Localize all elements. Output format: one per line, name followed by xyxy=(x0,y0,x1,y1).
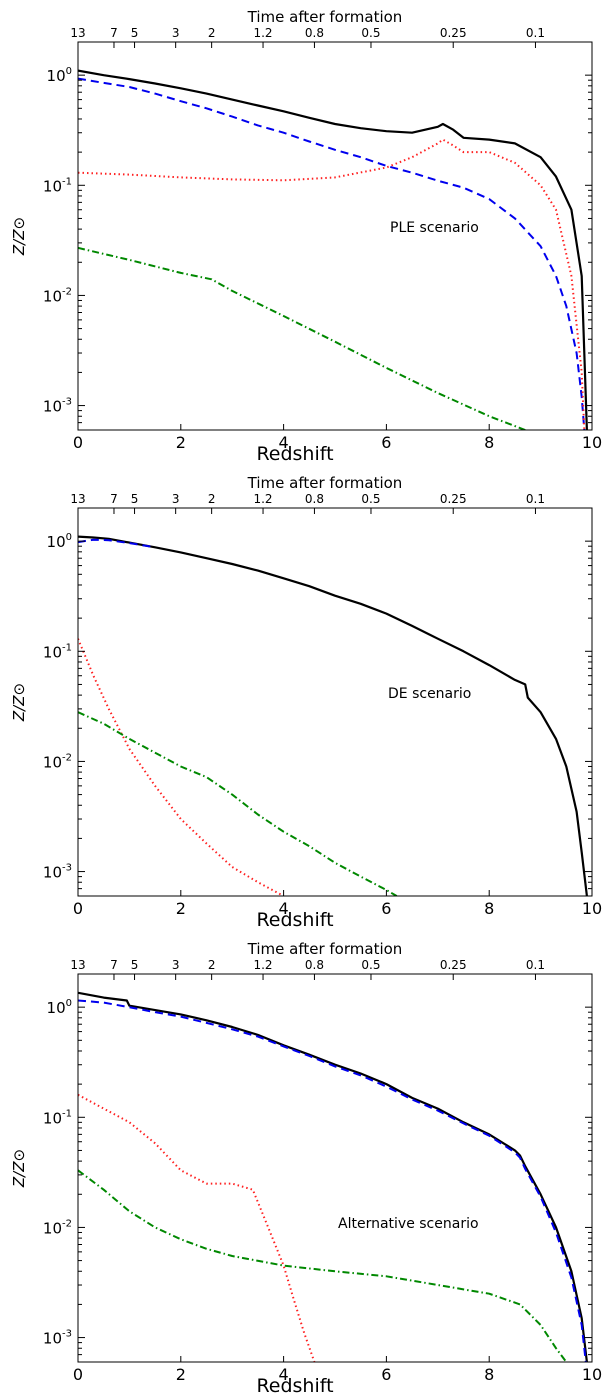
x-tick-label: 2 xyxy=(176,1365,186,1384)
x-tick-label: 6 xyxy=(381,433,391,452)
y-tick-label: 10-1 xyxy=(43,176,72,195)
plot-frame xyxy=(77,41,593,431)
y-tick-label: 10-3 xyxy=(43,1329,72,1348)
series-line-dotted xyxy=(78,138,586,430)
top-tick-label: 0.1 xyxy=(526,26,545,40)
y-tick-label: 10-2 xyxy=(43,752,72,771)
x-tick-label: 10 xyxy=(582,1365,602,1384)
chart-panel-de: 0 2 4 6 8 10 10-3 10-2 10-1 100 13 7 5 3 2 1.2 0.8 0.5 0.2… xyxy=(10,474,602,931)
top-tick-label: 13 xyxy=(70,26,85,40)
series-line-dotted xyxy=(78,1093,316,1362)
x-tick-label: 10 xyxy=(582,899,602,918)
series-line-dashdot xyxy=(78,1169,568,1362)
top-axis-title: Time after formation xyxy=(247,940,403,958)
top-tick-label: 13 xyxy=(70,492,85,506)
top-tick-label: 7 xyxy=(110,26,118,40)
chart-panel-alternative: 0 2 4 6 8 10 10-3 10-2 10-1 100 13 7 5 3 2 1.2 0.8 0.5 0.2… xyxy=(10,940,602,1397)
series-line-dashed xyxy=(78,999,587,1362)
top-tick-label: 0.25 xyxy=(440,958,467,972)
x-tick-label: 8 xyxy=(484,899,494,918)
top-tick-label: 5 xyxy=(131,492,139,506)
top-tick-label: 5 xyxy=(131,958,139,972)
x-tick-label: 10 xyxy=(582,433,602,452)
top-tick-label: 5 xyxy=(131,26,139,40)
x-tick-label: 6 xyxy=(381,1365,391,1384)
top-tick-label: 0.25 xyxy=(440,26,467,40)
x-tick-label: 8 xyxy=(484,433,494,452)
series-line-dotted xyxy=(78,638,285,896)
top-tick-label: 0.5 xyxy=(361,958,380,972)
series-line-solid xyxy=(78,991,588,1362)
y-tick-label: 100 xyxy=(47,998,72,1017)
x-tick-label: 2 xyxy=(176,433,186,452)
scenario-annotation: Alternative scenario xyxy=(338,1216,479,1232)
top-tick-label: 2 xyxy=(208,492,216,506)
top-tick-label: 1.2 xyxy=(253,492,272,506)
x-axis-label: Redshift xyxy=(256,443,333,465)
x-tick-label: 0 xyxy=(73,1365,83,1384)
top-axis-title: Time after formation xyxy=(247,8,403,26)
x-tick-label: 6 xyxy=(381,899,391,918)
plot-frame xyxy=(77,507,593,897)
y-tick-label: 10-1 xyxy=(43,1108,72,1127)
chart-panel-ple: 0 2 4 6 8 10 10-3 10-2 10-1 100 13 7 5 3 2 1.2 0.8 0.5 0.2… xyxy=(10,8,602,465)
x-tick-label: 0 xyxy=(73,433,83,452)
top-tick-label: 3 xyxy=(172,26,180,40)
x-tick-label: 4 xyxy=(279,1365,289,1384)
scenario-annotation: PLE scenario xyxy=(390,220,479,236)
top-tick-label: 7 xyxy=(110,958,118,972)
series-group xyxy=(78,535,588,896)
y-tick-label: 10-2 xyxy=(43,286,72,305)
scenario-annotation: DE scenario xyxy=(388,686,471,702)
top-axis-title: Time after formation xyxy=(247,474,403,492)
top-tick-label: 0.5 xyxy=(361,26,380,40)
top-tick-label: 1.2 xyxy=(253,958,272,972)
top-tick-label: 0.25 xyxy=(440,492,467,506)
y-tick-label: 100 xyxy=(47,532,72,551)
top-tick-label: 3 xyxy=(172,492,180,506)
y-tick-label: 100 xyxy=(47,66,72,85)
top-tick-label: 0.8 xyxy=(305,492,324,506)
top-tick-label: 2 xyxy=(208,958,216,972)
top-tick-label: 2 xyxy=(208,26,216,40)
top-tick-label: 0.5 xyxy=(361,492,380,506)
top-tick-label: 1.2 xyxy=(253,26,272,40)
y-tick-label: 10-3 xyxy=(43,397,72,416)
series-line-solid xyxy=(78,69,588,430)
y-axis-label: Z/Z⊙ xyxy=(10,683,28,722)
series-line-dashed xyxy=(78,77,586,430)
series-line-dashdot xyxy=(78,246,526,430)
series-line-dashed xyxy=(78,538,156,549)
x-tick-label: 2 xyxy=(176,899,186,918)
series-group xyxy=(78,991,588,1362)
top-tick-label: 3 xyxy=(172,958,180,972)
top-tick-label: 7 xyxy=(110,492,118,506)
top-tick-label: 13 xyxy=(70,958,85,972)
top-tick-label: 0.1 xyxy=(526,492,545,506)
y-tick-label: 10-3 xyxy=(43,863,72,882)
y-axis-label: Z/Z⊙ xyxy=(10,217,28,256)
top-tick-label: 0.1 xyxy=(526,958,545,972)
series-line-dashdot xyxy=(78,711,398,896)
y-axis-label: Z/Z⊙ xyxy=(10,1149,28,1188)
top-tick-label: 0.8 xyxy=(305,26,324,40)
x-tick-label: 4 xyxy=(279,899,289,918)
x-tick-label: 0 xyxy=(73,899,83,918)
x-axis-label: Redshift xyxy=(256,909,333,931)
top-tick-label: 0.8 xyxy=(305,958,324,972)
y-tick-label: 10-2 xyxy=(43,1218,72,1237)
x-tick-label: 8 xyxy=(484,1365,494,1384)
y-tick-label: 10-1 xyxy=(43,642,72,661)
x-tick-label: 4 xyxy=(279,433,289,452)
series-group xyxy=(78,69,588,430)
series-line-solid xyxy=(78,535,588,896)
x-axis-label: Redshift xyxy=(256,1375,333,1397)
plot-frame xyxy=(77,973,593,1363)
